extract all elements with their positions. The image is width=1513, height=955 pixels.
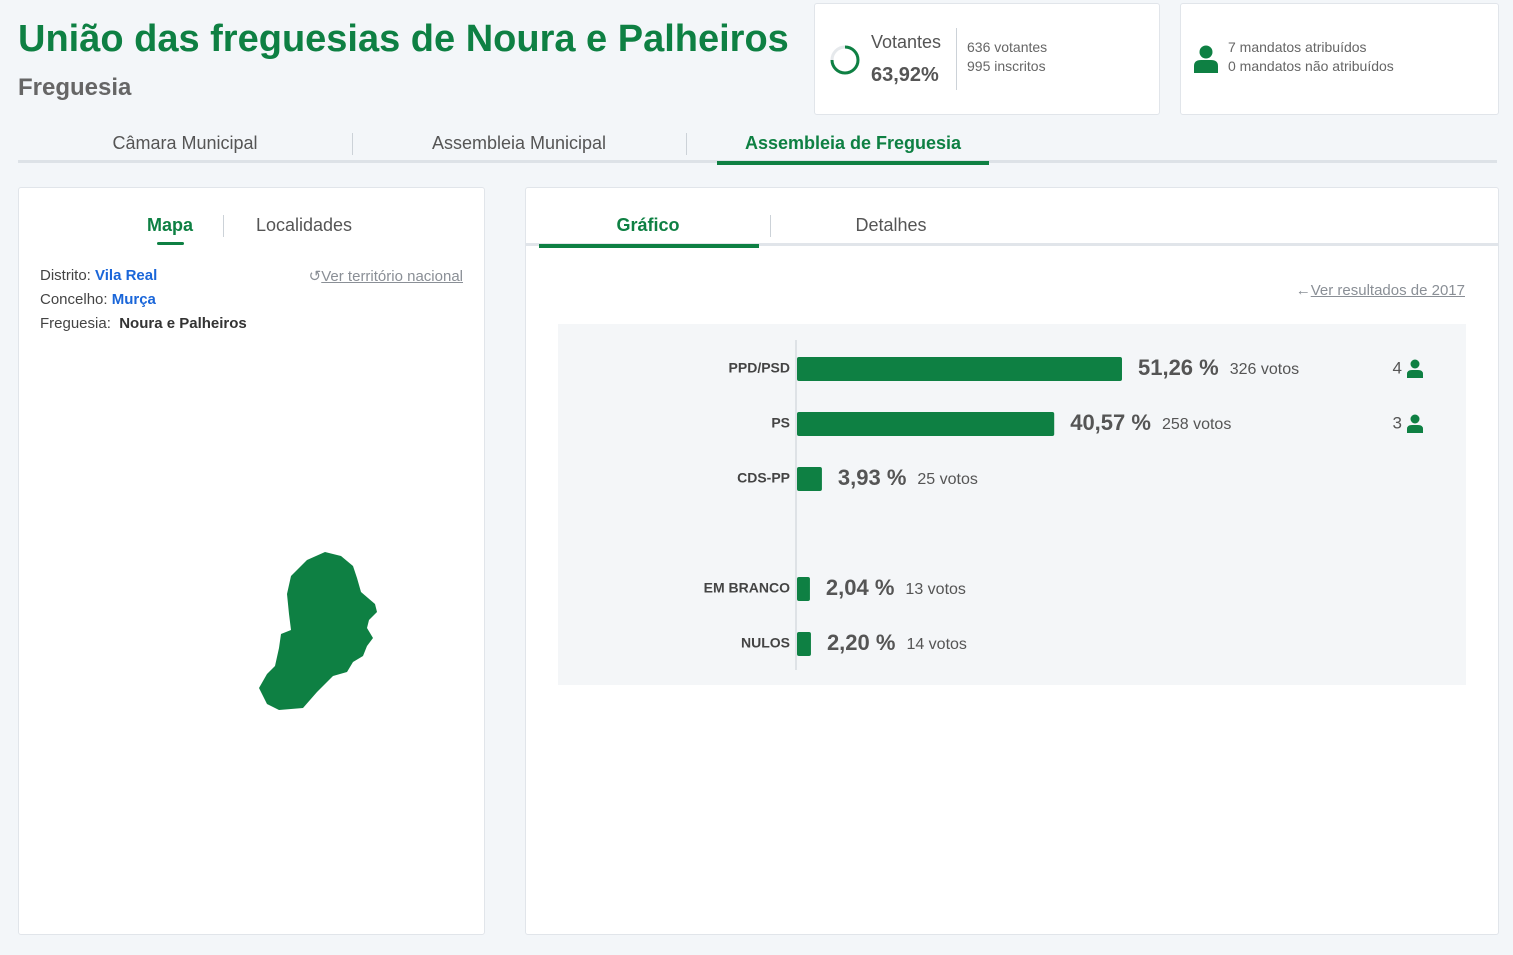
tab[interactable]: Assembleia Municipal xyxy=(431,133,607,153)
national-link[interactable]: ↺Ver território nacional xyxy=(308,268,463,285)
info-label: Distrito: xyxy=(40,267,91,284)
map-panel: Mapa Localidades ↺Ver território naciona… xyxy=(18,187,485,935)
link-text[interactable]: Ver resultados de 2017 xyxy=(1310,282,1465,299)
localities-tab[interactable]: Localidades xyxy=(255,215,353,235)
chart-tab[interactable]: Gráfico xyxy=(616,215,680,235)
percent-label: 2,04 % xyxy=(826,575,895,600)
info-label: Concelho: xyxy=(40,291,108,308)
person-icon xyxy=(1194,45,1218,73)
tab-active[interactable]: Assembleia de Freguesia xyxy=(744,133,962,153)
percent-label: 51,26 % xyxy=(1138,355,1219,380)
category-label: NULOS xyxy=(741,635,790,651)
previous-results-link[interactable]: ←Ver resultados de 2017 xyxy=(1295,282,1465,299)
details-tab[interactable]: Detalhes xyxy=(855,215,927,235)
turnout-card: Votantes 63,92% 636 votantes 995 inscrit… xyxy=(814,3,1160,115)
tab-indicator xyxy=(157,242,184,245)
category-label: PS xyxy=(771,415,790,431)
percent-label: 40,57 % xyxy=(1070,410,1151,435)
bar xyxy=(797,467,822,491)
category-label: CDS-PP xyxy=(737,470,790,486)
link-text[interactable]: Ver território nacional xyxy=(321,268,463,285)
mandates-card: 7 mandatos atribuídos 0 mandatos não atr… xyxy=(1180,3,1499,115)
mandates-unassigned: 0 mandatos não atribuídos xyxy=(1228,58,1394,74)
icon-head xyxy=(1410,414,1420,424)
page-subtitle: Freguesia xyxy=(18,74,132,101)
percent-label: 2,20 % xyxy=(827,630,896,655)
tab-indicator xyxy=(539,244,759,248)
votes-label: 258 votos xyxy=(1162,416,1231,433)
votes-label: 13 votos xyxy=(905,581,965,598)
percent-label: 3,93 % xyxy=(838,465,907,490)
votes-label: 25 votos xyxy=(917,471,977,488)
map-tab[interactable]: Mapa xyxy=(146,215,194,235)
voters: 636 votantes xyxy=(967,39,1048,55)
mandates-assigned: 7 mandatos atribuídos xyxy=(1228,39,1367,55)
person-icon xyxy=(1407,414,1423,433)
tab[interactable]: Câmara Municipal xyxy=(112,133,258,153)
tab-indicator xyxy=(717,161,989,165)
seats-label: 4 xyxy=(1393,358,1402,377)
icon-body xyxy=(1407,370,1423,378)
category-label: PPD/PSD xyxy=(729,360,790,376)
page-title: União das freguesias de Noura e Palheiro… xyxy=(18,18,789,60)
icon-head xyxy=(1410,359,1420,369)
person-icon xyxy=(1407,359,1423,378)
results-chart: PPD/PSD 51,26 % 326 votos 4 PS 40,57 % 258 vot… xyxy=(558,324,1466,685)
info-link[interactable]: Murça xyxy=(111,291,156,308)
info-value: Noura e Palheiros xyxy=(119,315,247,332)
tab-line xyxy=(526,243,1498,246)
category-label: EM BRANCO xyxy=(704,580,790,596)
seats-label: 3 xyxy=(1393,413,1402,432)
info-link[interactable]: Vila Real xyxy=(95,267,158,284)
info-row: Concelho: Murça xyxy=(40,291,156,308)
bar xyxy=(797,577,810,601)
info-row: Freguesia: Noura e Palheiros xyxy=(40,315,247,332)
chart-background xyxy=(558,324,1466,685)
info-label: Freguesia: xyxy=(40,315,111,332)
turnout-label: Votantes xyxy=(871,32,942,52)
bar xyxy=(797,632,811,656)
bar xyxy=(797,412,1055,436)
votes-label: 14 votos xyxy=(906,636,966,653)
votes-label: 326 votos xyxy=(1230,361,1299,378)
info-row: Distrito: Vila Real xyxy=(40,267,157,284)
spinner-icon xyxy=(830,45,860,75)
map[interactable] xyxy=(249,548,389,718)
bar xyxy=(797,357,1122,381)
icon-body xyxy=(1407,425,1423,433)
turnout-percent: 63,92% xyxy=(871,64,939,86)
registered: 995 inscritos xyxy=(967,58,1046,74)
